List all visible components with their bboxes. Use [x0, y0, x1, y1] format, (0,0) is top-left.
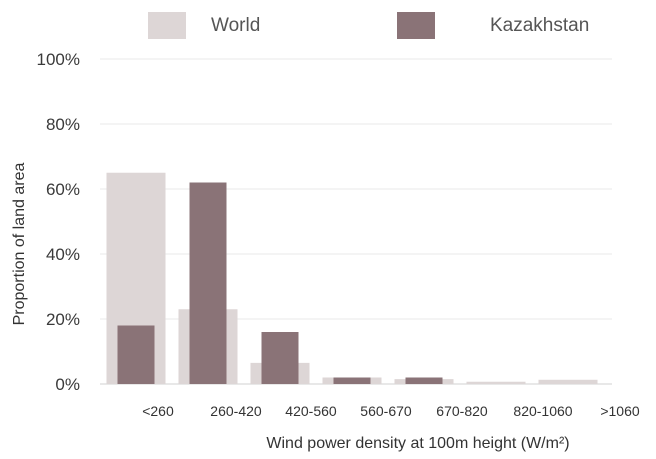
legend-item: Kazakhstan: [397, 12, 589, 39]
x-tick-label: 820-1060: [513, 403, 572, 419]
y-tick-label: 0%: [55, 375, 80, 394]
legend: World Kazakhstan: [148, 12, 589, 39]
x-tick-label: 560-670: [360, 403, 412, 419]
bar-world: [538, 379, 598, 384]
bar-kazakhstan: [261, 332, 299, 384]
bar-kazakhstan: [117, 325, 155, 384]
bar-world: [466, 381, 526, 384]
y-tick-label: 80%: [46, 115, 80, 134]
legend-item: World: [148, 12, 260, 39]
legend-swatch: [148, 12, 186, 39]
x-tick-label: 670-820: [436, 403, 488, 419]
bar-kazakhstan: [189, 182, 227, 384]
y-tick-label: 100%: [37, 50, 80, 69]
y-axis-title: Proportion of land area: [11, 163, 28, 326]
x-tick-label: >1060: [600, 403, 640, 419]
gridlines: [100, 58, 612, 385]
x-tick-label: 260-420: [210, 403, 262, 419]
legend-swatch: [397, 12, 435, 39]
bars: [106, 172, 598, 384]
x-tick-label: <260: [142, 403, 174, 419]
y-axis-ticks: 0% 20% 40% 60% 80% 100%: [37, 50, 80, 394]
x-tick-label: 420-560: [285, 403, 337, 419]
bar-kazakhstan: [333, 377, 371, 384]
legend-label: World: [211, 15, 260, 36]
bar-kazakhstan: [405, 377, 443, 384]
y-tick-label: 20%: [46, 310, 80, 329]
y-tick-label: 60%: [46, 180, 80, 199]
y-tick-label: 40%: [46, 245, 80, 264]
legend-label: Kazakhstan: [490, 15, 589, 36]
x-axis-ticks: <260 260-420 420-560 560-670 670-820 820-1060…: [142, 403, 640, 419]
x-axis-title: Wind power density at 100m height (W/m²): [266, 435, 569, 452]
